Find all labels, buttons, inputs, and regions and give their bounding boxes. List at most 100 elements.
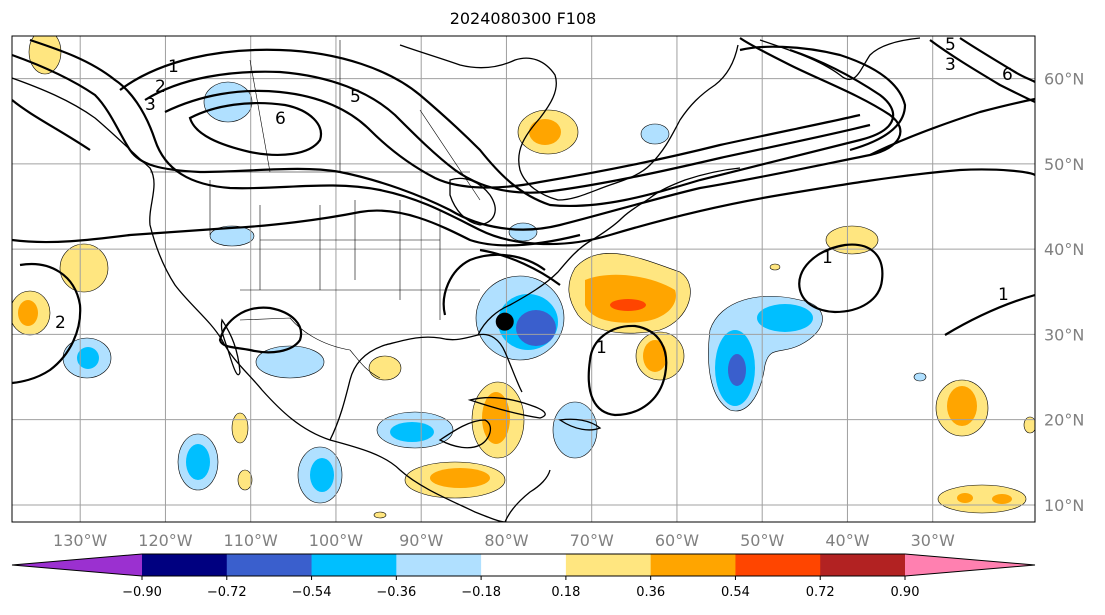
longitude-label: 40°W <box>825 531 869 550</box>
contour-line <box>798 243 884 314</box>
contour-label: 5 <box>945 35 956 55</box>
colorbar-tick-label: 0.90 <box>891 585 920 600</box>
coastline-panama <box>504 469 551 522</box>
colorbar-segment <box>565 554 652 576</box>
colorbar-tick-label: 0.18 <box>551 585 580 600</box>
contour-label: 6 <box>275 109 286 129</box>
coastline-yucatan <box>438 419 492 449</box>
contour-line <box>12 209 581 247</box>
contour-labels: 1 2 3 6 5 2 1 1 1 3 5 6 <box>55 35 1013 358</box>
coastline-east-us <box>477 167 741 336</box>
anomaly-blob <box>757 304 813 332</box>
colorbar-tick-label: 0.54 <box>721 585 750 600</box>
anomaly-blob <box>482 392 510 444</box>
anomaly-shading <box>12 36 1035 519</box>
storm-center-marker <box>495 312 514 331</box>
latitude-labels: 10°N 20°N 30°N 40°N 50°N 60°N <box>1044 70 1084 515</box>
colorbar-tick-label: −0.36 <box>376 585 416 600</box>
colorbar-extend-min <box>12 554 142 576</box>
anomaly-blob <box>237 469 253 491</box>
contour-line <box>119 48 895 208</box>
colorbar-segment <box>226 554 313 576</box>
anomaly-blob <box>529 119 561 145</box>
coastline-gulf <box>329 333 523 441</box>
contour-line <box>218 306 303 354</box>
map-area: 1 2 3 6 5 2 1 1 1 3 5 6 <box>11 35 1036 523</box>
contour-label: 3 <box>945 55 956 75</box>
longitude-label: 50°W <box>740 531 784 550</box>
colorbar-tick-label: 0.72 <box>806 585 835 600</box>
chart-title: 2024080300 F108 <box>449 9 597 28</box>
anomaly-blob <box>508 222 538 242</box>
colorbar-tick-label: −0.54 <box>292 585 332 600</box>
longitude-label: 90°W <box>399 531 443 550</box>
latitude-label: 50°N <box>1044 155 1084 174</box>
longitude-label: 30°W <box>911 531 955 550</box>
anomaly-blob <box>77 347 99 369</box>
contour-label: 1 <box>998 285 1009 305</box>
longitude-label: 110°W <box>224 531 279 550</box>
colorbar <box>11 553 1036 577</box>
colorbar-segment <box>311 554 397 576</box>
anomaly-blob <box>368 355 402 381</box>
colorbar-segment <box>735 554 821 576</box>
contour-label: 2 <box>55 313 66 333</box>
contour-label: 2 <box>155 77 166 97</box>
colorbar-labels: −0.90 −0.72 −0.54 −0.36 −0.18 0.18 0.36 0.54 0.7… <box>122 576 919 600</box>
contour-line <box>929 39 1035 104</box>
anomaly-blob <box>209 225 255 247</box>
contour-line <box>587 324 668 417</box>
coastline-cuba <box>467 396 546 419</box>
anomaly-blob <box>913 372 927 382</box>
anomaly-blob <box>640 123 670 145</box>
contour-line <box>188 102 323 156</box>
longitude-label: 70°W <box>570 531 614 550</box>
anomaly-blob <box>552 401 598 459</box>
anomaly-blob <box>390 422 434 442</box>
anomaly-blob <box>610 299 646 311</box>
anomaly-blob <box>186 444 210 480</box>
colorbar-segment <box>396 554 482 576</box>
state-borders <box>209 180 480 320</box>
anomaly-blob <box>59 243 109 293</box>
canada-provinces <box>249 40 481 201</box>
longitude-label: 60°W <box>655 531 699 550</box>
colorbar-tick-label: −0.72 <box>207 585 247 600</box>
border-us-mexico <box>239 317 381 379</box>
contour-line <box>164 89 861 189</box>
anomaly-blob <box>373 511 387 519</box>
colorbar-segment <box>650 554 736 576</box>
anomaly-blob <box>516 310 556 346</box>
colorbar-segment <box>142 554 228 576</box>
contour-label: 6 <box>1002 65 1013 85</box>
anomaly-blob <box>728 354 746 386</box>
contour-label: 1 <box>168 57 179 77</box>
anomaly-blob <box>255 345 325 379</box>
longitude-label: 120°W <box>138 531 193 550</box>
colorbar-tick-label: −0.90 <box>122 585 162 600</box>
anomaly-blob <box>957 493 973 503</box>
contour-line <box>944 293 1035 336</box>
map-frame <box>11 35 1036 523</box>
contour-line <box>12 262 82 385</box>
latitude-label: 60°N <box>1044 70 1084 89</box>
coastline-canada <box>399 44 739 201</box>
contour-line <box>869 97 1035 156</box>
colorbar-segment <box>820 554 906 576</box>
contour-line <box>739 45 907 152</box>
longitude-label: 80°W <box>484 531 528 550</box>
latitude-label: 10°N <box>1044 496 1084 515</box>
latitude-label: 20°N <box>1044 411 1084 430</box>
coastlines <box>12 37 921 522</box>
colorbar-tick-label: 0.36 <box>636 585 665 600</box>
contour-label: 1 <box>596 338 607 358</box>
longitude-labels: 130°W 120°W 110°W 100°W 90°W 80°W 70°W 60°W 50°W… <box>53 531 955 550</box>
anomaly-blob <box>585 274 676 323</box>
anomaly-blob <box>203 81 253 123</box>
longitude-label: 100°W <box>309 531 364 550</box>
contour-lines <box>12 37 1035 417</box>
latitude-label: 30°N <box>1044 325 1084 344</box>
anomaly-blob <box>643 340 667 372</box>
anomaly-blob <box>937 484 1027 514</box>
anomaly-blob <box>430 468 490 488</box>
